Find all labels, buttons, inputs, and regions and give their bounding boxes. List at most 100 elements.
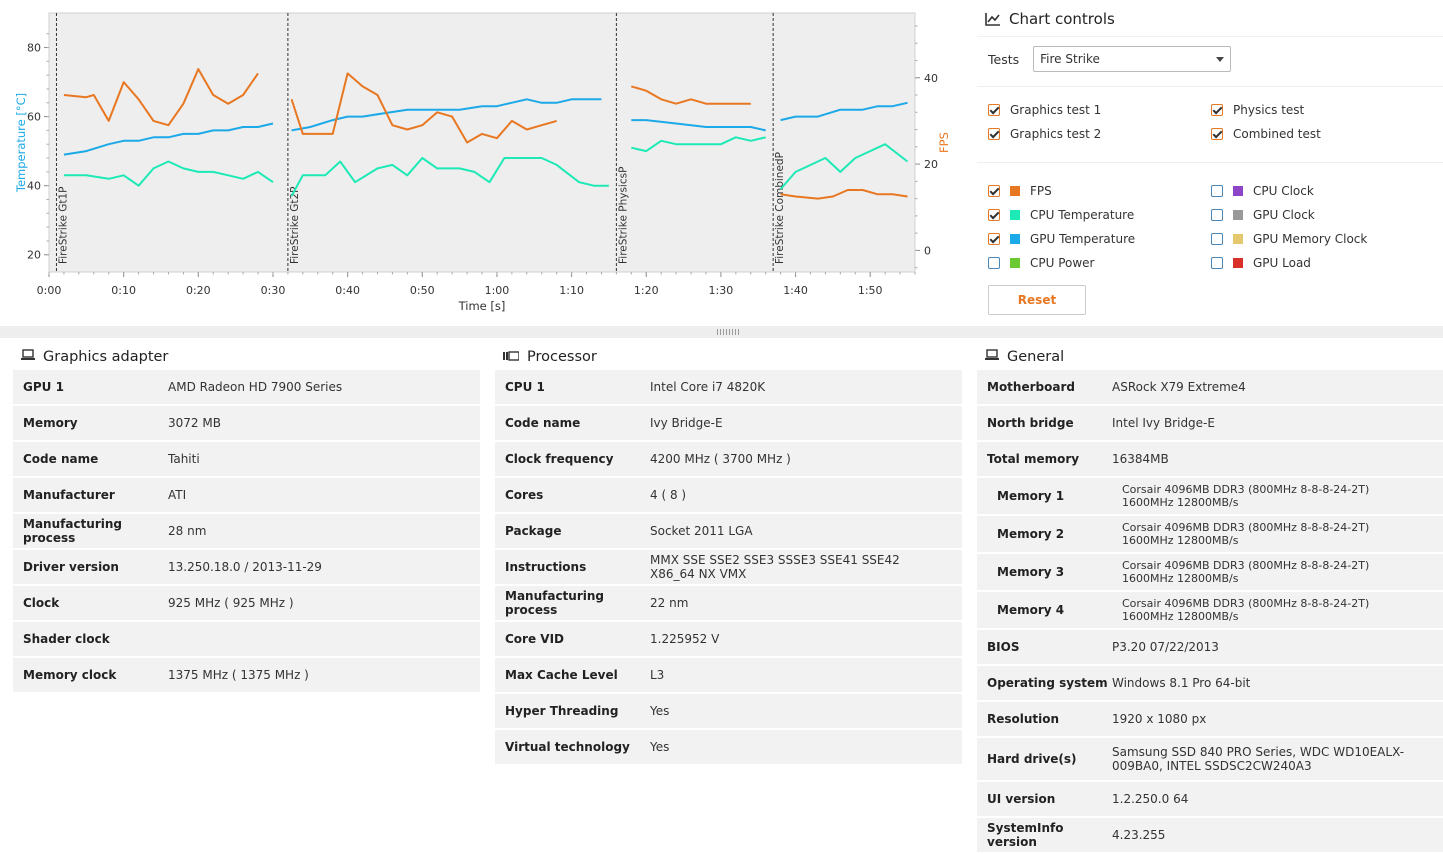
series-color-swatch xyxy=(1010,186,1020,196)
series-checkbox-fps[interactable]: FPS xyxy=(988,184,1052,198)
tests-label: Tests xyxy=(988,51,1020,67)
row-value: 1.225952 V xyxy=(650,632,720,646)
checkbox-label: GPU Memory Clock xyxy=(1253,232,1368,246)
tests-selector: Tests Fire Strike xyxy=(988,46,1232,72)
row-value: 13.250.18.0 / 2013-11-29 xyxy=(168,560,322,574)
y-right-tick-label: 0 xyxy=(924,244,931,257)
test-checkbox-physics-test[interactable]: Physics test xyxy=(1211,103,1304,117)
table-row: Memory 1 Corsair 4096MB DDR3 (800MHz 8-8-… xyxy=(977,478,1443,516)
row-key: Memory xyxy=(23,416,78,430)
panel-header: Processor xyxy=(495,344,962,370)
row-key: Cores xyxy=(505,488,544,502)
table-row: BIOS P3.20 07/22/2013 xyxy=(977,630,1443,666)
x-tick-label: 0:50 xyxy=(410,284,435,297)
tests-dropdown[interactable]: Fire Strike xyxy=(1033,46,1232,72)
row-value: P3.20 07/22/2013 xyxy=(1112,640,1219,654)
x-tick-label: 0:10 xyxy=(111,284,136,297)
series-color-swatch xyxy=(1010,258,1020,268)
processor-title: Processor xyxy=(527,349,597,365)
checkbox-checked-icon[interactable] xyxy=(988,104,1000,116)
test-marker-label: FireStrike Gt1P xyxy=(57,186,69,264)
test-checkbox-graphics-test-2[interactable]: Graphics test 2 xyxy=(988,127,1101,141)
table-row: Instructions MMX SSE SSE2 SSE3 SSSE3 SSE4… xyxy=(495,550,962,586)
checkbox-checked-icon[interactable] xyxy=(988,209,1000,221)
checkbox-checked-icon[interactable] xyxy=(988,185,1000,197)
checkbox-checked-icon[interactable] xyxy=(1211,104,1223,116)
series-checkbox-cpu-clock[interactable]: CPU Clock xyxy=(1211,184,1314,198)
row-value: 925 MHz ( 925 MHz ) xyxy=(168,596,294,610)
y-right-tick-label: 40 xyxy=(924,72,938,85)
checkbox-checked-icon[interactable] xyxy=(988,128,1000,140)
series-line-fps xyxy=(63,68,259,127)
row-value: 3072 MB xyxy=(168,416,221,430)
row-key: Max Cache Level xyxy=(505,668,618,682)
table-row: Code name Ivy Bridge-E xyxy=(495,406,962,442)
table-row: Manufacturer ATI xyxy=(13,478,480,514)
row-key: UI version xyxy=(987,792,1056,806)
row-key: Clock xyxy=(23,596,60,610)
checkbox-checked-icon[interactable] xyxy=(1211,128,1223,140)
row-key: Package xyxy=(505,524,562,538)
table-row: Memory 4 Corsair 4096MB DDR3 (800MHz 8-8-… xyxy=(977,592,1443,630)
table-row: Memory 3072 MB xyxy=(13,406,480,442)
checkbox-checked-icon[interactable] xyxy=(988,233,1000,245)
row-key: SystemInfo version xyxy=(987,821,1064,849)
y-right-axis-label: FPS xyxy=(937,132,951,153)
checkbox-label: FPS xyxy=(1030,184,1052,198)
checkbox-label: GPU Clock xyxy=(1253,208,1315,222)
test-checkbox-combined-test[interactable]: Combined test xyxy=(1211,127,1321,141)
tests-dropdown-value: Fire Strike xyxy=(1040,52,1100,66)
row-value: 4 ( 8 ) xyxy=(650,488,687,502)
series-checkbox-cpu-temperature[interactable]: CPU Temperature xyxy=(988,208,1134,222)
series-checkbox-gpu-clock[interactable]: GPU Clock xyxy=(1211,208,1315,222)
series-checkbox-gpu-memory-clock[interactable]: GPU Memory Clock xyxy=(1211,232,1367,246)
row-value: ASRock X79 Extreme4 xyxy=(1112,380,1246,394)
table-row: UI version 1.2.250.0 64 xyxy=(977,782,1443,818)
row-key: Hyper Threading xyxy=(505,704,619,718)
series-line-cpu-temperature xyxy=(779,143,909,190)
checkbox-unchecked-icon[interactable] xyxy=(1211,185,1223,197)
x-tick-label: 0:00 xyxy=(37,284,62,297)
splitter-grip-icon[interactable] xyxy=(717,329,741,335)
table-row: Clock 925 MHz ( 925 MHz ) xyxy=(13,586,480,622)
test-marker-label: FireStrike CombinedP xyxy=(774,152,786,264)
test-checkbox-graphics-test-1[interactable]: Graphics test 1 xyxy=(988,103,1101,117)
series-color-swatch xyxy=(1233,258,1243,268)
splitter[interactable] xyxy=(0,326,1443,338)
row-key: Instructions xyxy=(505,560,587,574)
checkbox-unchecked-icon[interactable] xyxy=(988,257,1000,269)
table-row: Hyper Threading Yes xyxy=(495,694,962,730)
row-value: Yes xyxy=(650,704,670,718)
table-row: North bridge Intel Ivy Bridge-E xyxy=(977,406,1443,442)
table-row: Cores 4 ( 8 ) xyxy=(495,478,962,514)
divider xyxy=(977,86,1443,87)
table-row: Total memory 16384MB xyxy=(977,442,1443,478)
row-value: Intel Ivy Bridge-E xyxy=(1112,416,1215,430)
checkbox-unchecked-icon[interactable] xyxy=(1211,209,1223,221)
divider xyxy=(977,36,1443,37)
series-line-cpu-temperature xyxy=(63,160,274,187)
row-key: Memory clock xyxy=(23,668,117,682)
panel-header: Graphics adapter xyxy=(13,344,480,370)
table-row: Core VID 1.225952 V xyxy=(495,622,962,658)
series-checkbox-gpu-temperature[interactable]: GPU Temperature xyxy=(988,232,1135,246)
series-color-swatch xyxy=(1233,234,1243,244)
y-left-tick-label: 80 xyxy=(27,42,41,55)
row-key: Shader clock xyxy=(23,632,110,646)
row-value: 1375 MHz ( 1375 MHz ) xyxy=(168,668,309,682)
series-checkbox-gpu-load[interactable]: GPU Load xyxy=(1211,256,1311,270)
table-row: Driver version 13.250.18.0 / 2013-11-29 xyxy=(13,550,480,586)
checkbox-unchecked-icon[interactable] xyxy=(1211,233,1223,245)
x-tick-label: 1:00 xyxy=(485,284,510,297)
reset-button[interactable]: Reset xyxy=(988,285,1086,315)
series-color-swatch xyxy=(1233,210,1243,220)
series-checkbox-cpu-power[interactable]: CPU Power xyxy=(988,256,1095,270)
row-key: Total memory xyxy=(987,452,1080,466)
chevron-down-icon xyxy=(1216,56,1225,62)
table-row: Memory 2 Corsair 4096MB DDR3 (800MHz 8-8-… xyxy=(977,516,1443,554)
series-color-swatch xyxy=(1233,186,1243,196)
checkbox-unchecked-icon[interactable] xyxy=(1211,257,1223,269)
row-value: Corsair 4096MB DDR3 (800MHz 8-8-8-24-2T)… xyxy=(1122,483,1370,509)
chart-area: 0:00 0:10 0:20 0:30 0:40 0:50 1:00 1:10 1:20 1:30… xyxy=(0,0,1443,326)
checkbox-label: Graphics test 1 xyxy=(1010,103,1102,117)
